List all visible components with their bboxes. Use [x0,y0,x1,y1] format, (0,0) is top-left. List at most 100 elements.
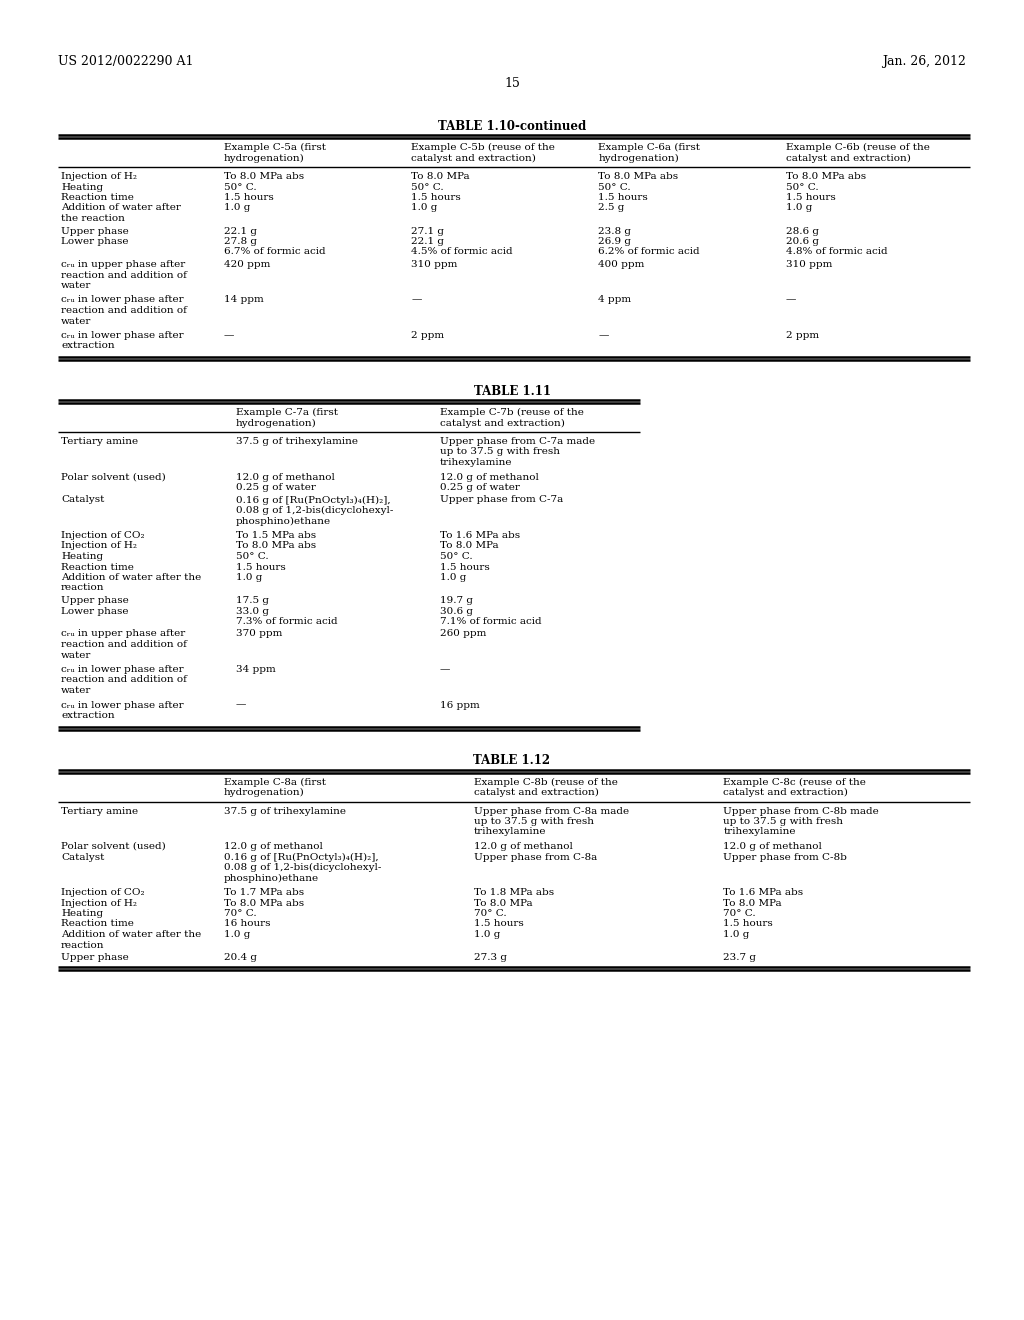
Text: 1.5 hours: 1.5 hours [224,193,273,202]
Text: 19.7 g: 19.7 g [439,597,472,605]
Text: water: water [61,317,91,326]
Text: Reaction time: Reaction time [61,193,134,202]
Text: water: water [61,651,91,660]
Text: 1.0 g: 1.0 g [412,203,437,213]
Text: 6.7% of formic acid: 6.7% of formic acid [224,248,326,256]
Text: water: water [61,281,91,290]
Text: cᵣᵤ in lower phase after: cᵣᵤ in lower phase after [61,331,183,341]
Text: Addition of water after the: Addition of water after the [61,573,202,582]
Text: 1.5 hours: 1.5 hours [474,920,523,928]
Text: 20.6 g: 20.6 g [785,238,819,246]
Text: 0.16 g of [Ru(PnOctyl₃)₄(H)₂],: 0.16 g of [Ru(PnOctyl₃)₄(H)₂], [224,853,379,862]
Text: Example C-5b (reuse of the: Example C-5b (reuse of the [412,143,555,152]
Text: Polar solvent (used): Polar solvent (used) [61,842,166,851]
Text: —: — [598,331,609,341]
Text: Injection of CO₂: Injection of CO₂ [61,888,144,898]
Text: reaction and addition of: reaction and addition of [61,271,186,280]
Text: Jan. 26, 2012: Jan. 26, 2012 [882,55,966,69]
Text: 0.08 g of 1,2-bis(dicyclohexyl-: 0.08 g of 1,2-bis(dicyclohexyl- [236,506,393,515]
Text: Addition of water after: Addition of water after [61,203,181,213]
Text: up to 37.5 g with fresh: up to 37.5 g with fresh [439,447,559,457]
Text: 1.0 g: 1.0 g [785,203,812,213]
Text: Injection of H₂: Injection of H₂ [61,172,137,181]
Text: hydrogenation): hydrogenation) [236,418,316,428]
Text: To 1.7 MPa abs: To 1.7 MPa abs [224,888,304,898]
Text: cᵣᵤ in lower phase after: cᵣᵤ in lower phase after [61,296,183,305]
Text: Upper phase from C-8b: Upper phase from C-8b [723,853,847,862]
Text: 0.25 g of water: 0.25 g of water [439,483,519,492]
Text: 1.5 hours: 1.5 hours [785,193,836,202]
Text: phosphino)ethane: phosphino)ethane [236,516,331,525]
Text: catalyst and extraction): catalyst and extraction) [723,788,848,797]
Text: 4.8% of formic acid: 4.8% of formic acid [785,248,888,256]
Text: 6.2% of formic acid: 6.2% of formic acid [598,248,700,256]
Text: To 8.0 MPa abs: To 8.0 MPa abs [598,172,679,181]
Text: 16 ppm: 16 ppm [439,701,479,710]
Text: 0.25 g of water: 0.25 g of water [236,483,315,492]
Text: Reaction time: Reaction time [61,562,134,572]
Text: To 1.8 MPa abs: To 1.8 MPa abs [474,888,554,898]
Text: 28.6 g: 28.6 g [785,227,819,235]
Text: Addition of water after the: Addition of water after the [61,931,202,939]
Text: hydrogenation): hydrogenation) [224,153,305,162]
Text: 1.5 hours: 1.5 hours [723,920,773,928]
Text: cᵣᵤ in lower phase after: cᵣᵤ in lower phase after [61,665,183,675]
Text: 1.0 g: 1.0 g [224,931,251,939]
Text: cᵣᵤ in lower phase after: cᵣᵤ in lower phase after [61,701,183,710]
Text: TABLE 1.12: TABLE 1.12 [473,755,551,767]
Text: 260 ppm: 260 ppm [439,630,485,639]
Text: 2 ppm: 2 ppm [785,331,819,341]
Text: To 8.0 MPa: To 8.0 MPa [412,172,470,181]
Text: Lower phase: Lower phase [61,238,128,246]
Text: 50° C.: 50° C. [785,182,818,191]
Text: 400 ppm: 400 ppm [598,260,645,269]
Text: Catalyst: Catalyst [61,495,104,504]
Text: 1.0 g: 1.0 g [224,203,251,213]
Text: cᵣᵤ in upper phase after: cᵣᵤ in upper phase after [61,260,185,269]
Text: trihexylamine: trihexylamine [723,828,796,837]
Text: trihexylamine: trihexylamine [474,828,546,837]
Text: Tertiary amine: Tertiary amine [61,437,138,446]
Text: Heating: Heating [61,552,103,561]
Text: 310 ppm: 310 ppm [412,260,458,269]
Text: reaction and addition of: reaction and addition of [61,306,186,315]
Text: 4.5% of formic acid: 4.5% of formic acid [412,248,513,256]
Text: TABLE 1.11: TABLE 1.11 [473,385,551,399]
Text: Upper phase: Upper phase [61,227,129,235]
Text: Example C-8a (first: Example C-8a (first [224,777,326,787]
Text: To 8.0 MPa: To 8.0 MPa [474,899,532,908]
Text: 27.8 g: 27.8 g [224,238,257,246]
Text: 50° C.: 50° C. [224,182,257,191]
Text: Heating: Heating [61,909,103,917]
Text: 0.08 g of 1,2-bis(dicyclohexyl-: 0.08 g of 1,2-bis(dicyclohexyl- [224,863,381,873]
Text: Example C-8c (reuse of the: Example C-8c (reuse of the [723,777,866,787]
Text: water: water [61,686,91,696]
Text: Upper phase from C-8a made: Upper phase from C-8a made [474,807,629,816]
Text: —: — [224,331,234,341]
Text: cᵣᵤ in upper phase after: cᵣᵤ in upper phase after [61,630,185,639]
Text: 12.0 g of methanol: 12.0 g of methanol [723,842,822,851]
Text: hydrogenation): hydrogenation) [598,153,679,162]
Text: 2.5 g: 2.5 g [598,203,625,213]
Text: Upper phase: Upper phase [61,953,129,962]
Text: 22.1 g: 22.1 g [412,238,444,246]
Text: 23.7 g: 23.7 g [723,953,757,962]
Text: —: — [412,296,422,305]
Text: 27.1 g: 27.1 g [412,227,444,235]
Text: reaction and addition of: reaction and addition of [61,676,186,685]
Text: 50° C.: 50° C. [598,182,631,191]
Text: reaction and addition of: reaction and addition of [61,640,186,649]
Text: 20.4 g: 20.4 g [224,953,257,962]
Text: Polar solvent (used): Polar solvent (used) [61,473,166,482]
Text: 50° C.: 50° C. [439,552,472,561]
Text: Tertiary amine: Tertiary amine [61,807,138,816]
Text: catalyst and extraction): catalyst and extraction) [439,418,564,428]
Text: Injection of H₂: Injection of H₂ [61,899,137,908]
Text: 14 ppm: 14 ppm [224,296,264,305]
Text: To 1.6 MPa abs: To 1.6 MPa abs [723,888,804,898]
Text: 23.8 g: 23.8 g [598,227,632,235]
Text: Example C-6a (first: Example C-6a (first [598,143,700,152]
Text: Catalyst: Catalyst [61,853,104,862]
Text: 12.0 g of methanol: 12.0 g of methanol [224,842,323,851]
Text: 37.5 g of trihexylamine: 37.5 g of trihexylamine [236,437,358,446]
